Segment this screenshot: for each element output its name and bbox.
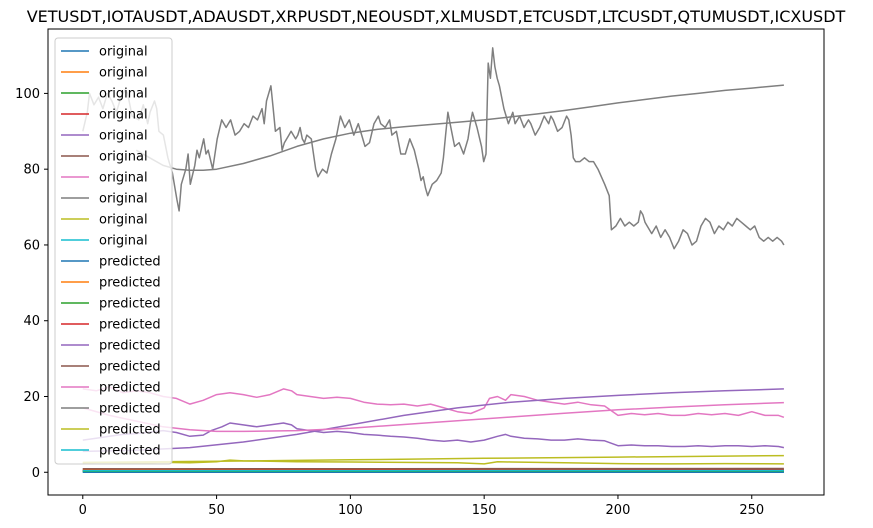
chart-title: VETUSDT,IOTAUSDT,ADAUSDT,XRPUSDT,NEOUSDT… — [27, 7, 846, 26]
series-line-predicted-8 — [135, 84, 784, 172]
series-line-predicted-9 — [82, 454, 784, 464]
series-line-original-7 — [82, 386, 785, 419]
series-lines — [82, 47, 785, 473]
x-tick-label: 250 — [739, 503, 764, 518]
x-tick-label: 50 — [208, 503, 225, 518]
legend-label: original — [99, 87, 148, 102]
legend-label: predicted — [99, 360, 161, 375]
legend-label: original — [99, 234, 148, 249]
legend-label: original — [99, 66, 148, 81]
legend: original original original original original… — [54, 37, 173, 465]
y-axis: 0 20 40 60 80 100 — [15, 87, 48, 481]
legend-label: original — [99, 108, 148, 123]
legend-label: predicted — [99, 276, 161, 291]
y-tick-label: 20 — [23, 390, 40, 405]
legend-label: original — [99, 150, 148, 165]
y-tick-label: 40 — [23, 314, 40, 329]
x-tick-label: 0 — [79, 503, 87, 518]
legend-label: predicted — [99, 423, 161, 438]
x-tick-label: 100 — [338, 503, 363, 518]
y-tick-label: 100 — [15, 87, 40, 102]
legend-label: predicted — [99, 402, 161, 417]
series-line-predicted-7 — [82, 401, 784, 433]
x-tick-label: 200 — [606, 503, 631, 518]
legend-label: predicted — [99, 255, 161, 270]
series-line-original-5 — [82, 422, 785, 449]
legend-label: predicted — [99, 339, 161, 354]
legend-label: original — [99, 129, 148, 144]
legend-label: original — [99, 45, 148, 60]
legend-label: predicted — [99, 318, 161, 333]
plot-frame — [47, 28, 825, 496]
series-line-predicted-5 — [82, 388, 784, 453]
legend-label: original — [99, 171, 148, 186]
legend-label: predicted — [99, 381, 161, 396]
legend-label: predicted — [99, 297, 161, 312]
legend-box — [54, 37, 173, 465]
legend-label: original — [99, 213, 148, 228]
legend-label: predicted — [99, 444, 161, 459]
y-tick-label: 0 — [32, 466, 40, 481]
series-line-original-8 — [82, 47, 785, 250]
y-tick-label: 60 — [23, 238, 40, 253]
legend-label: original — [99, 192, 148, 207]
x-tick-label: 150 — [472, 503, 497, 518]
x-axis: 0 50 100 150 200 250 — [79, 495, 764, 518]
y-tick-label: 80 — [23, 163, 40, 178]
